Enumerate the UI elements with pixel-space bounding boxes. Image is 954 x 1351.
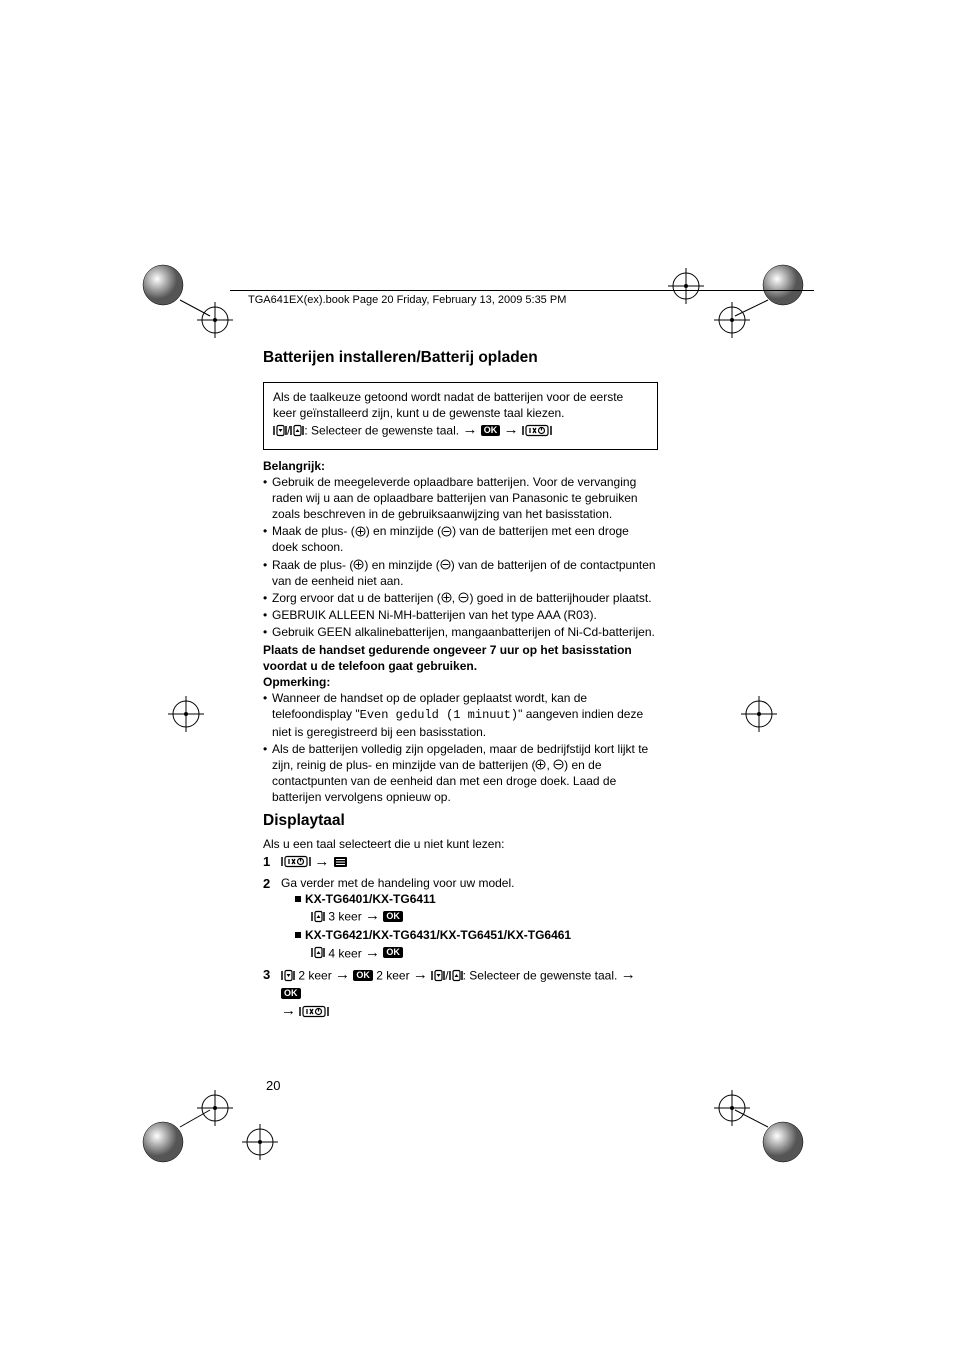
opmerking-bullets: Wanneer de handset op de oplader geplaat… [263, 690, 658, 805]
obullet-1: Wanneer de handset op de oplader geplaat… [263, 690, 658, 740]
minus-icon [440, 559, 451, 570]
plus-icon [441, 592, 452, 603]
up-button-icon [311, 910, 325, 923]
reg-sphere-br [761, 1120, 805, 1164]
section2-title: Displaytaal [263, 811, 658, 832]
menu-icon [333, 856, 348, 868]
reg-sphere-tl [141, 263, 185, 307]
bullet-4: Zorg ervoor dat u de batterijen (, ) goe… [263, 590, 658, 606]
ok-icon: OK [383, 947, 403, 958]
minus-icon [553, 759, 564, 770]
bullet-3: Raak de plus- () en minzijde () van de b… [263, 557, 658, 589]
obullet-2: Als de batterijen volledig zijn opgelade… [263, 741, 658, 806]
header-rule [230, 290, 814, 291]
step-1: 1 → [263, 853, 658, 873]
header-runhead: TGA641EX(ex).book Page 20 Friday, Februa… [248, 294, 566, 306]
ok-icon: OK [383, 911, 403, 922]
bullet-2: Maak de plus- () en minzijde () van de b… [263, 523, 658, 555]
notebox-line1: Als de taalkeuze getoond wordt nadat de … [273, 389, 648, 421]
target-4 [168, 696, 204, 732]
plus-icon [535, 759, 546, 770]
minus-icon [441, 526, 452, 537]
step-3: 3 2 keer → OK 2 keer → /: Selecteer de g… [263, 966, 658, 1023]
ok-icon: OK [353, 970, 373, 981]
section2-intro: Als u een taal selecteert die u niet kun… [263, 836, 658, 852]
up-button-icon [449, 969, 463, 982]
target-5 [741, 696, 777, 732]
up-button-icon [290, 424, 304, 437]
down-button-icon [273, 424, 287, 437]
off-button-icon [522, 424, 552, 437]
ok-icon: OK [481, 425, 501, 436]
target-3 [714, 302, 750, 338]
down-button-icon [281, 969, 295, 982]
off-button-icon [299, 1005, 329, 1018]
step-2: 2 Ga verder met de handeling voor uw mod… [263, 875, 658, 964]
bullet-6: Gebruik GEEN alkalinebatterijen, mangaan… [263, 624, 658, 640]
important-bullets: Gebruik de meegeleverde oplaadbare batte… [263, 474, 658, 641]
bullet-1: Gebruik de meegeleverde oplaadbare batte… [263, 474, 658, 523]
plus-icon [355, 526, 366, 537]
model-1: KX-TG6401/KX-TG6411 [281, 891, 658, 907]
target-1 [197, 302, 233, 338]
notebox-line2: /: Selecteer de gewenste taal. → OK → [273, 421, 648, 441]
up-button-icon [311, 946, 325, 959]
ok-icon: OK [281, 988, 301, 999]
page-number: 20 [266, 1078, 280, 1093]
target-7 [242, 1124, 278, 1160]
minus-icon [458, 592, 469, 603]
down-button-icon [431, 969, 445, 982]
target-8 [714, 1090, 750, 1126]
reg-sphere-bl [141, 1120, 185, 1164]
target-6 [197, 1090, 233, 1126]
language-note-box: Als de taalkeuze getoond wordt nadat de … [263, 382, 658, 450]
target-2 [668, 268, 704, 304]
section1-title: Batterijen installeren/Batterij opladen [263, 348, 658, 369]
bullet-5: GEBRUIK ALLEEN Ni-MH-batterijen van het … [263, 607, 658, 623]
reg-sphere-tr [761, 263, 805, 307]
steps-list: 1 → 2 Ga verder met de handeling voor uw… [263, 853, 658, 1023]
off-button-icon [281, 855, 311, 868]
standby-note: Plaats de handset gedurende ongeveer 7 u… [263, 642, 658, 674]
page-content: Batterijen installeren/Batterij opladen … [263, 348, 658, 1025]
model-2-step: 4 keer → OK [281, 944, 658, 964]
opmerking-label: Opmerking: [263, 674, 658, 690]
model-2: KX-TG6421/KX-TG6431/KX-TG6451/KX-TG6461 [281, 927, 658, 943]
plus-icon [353, 559, 364, 570]
important-label: Belangrijk: [263, 458, 658, 474]
model-1-step: 3 keer → OK [281, 907, 658, 927]
